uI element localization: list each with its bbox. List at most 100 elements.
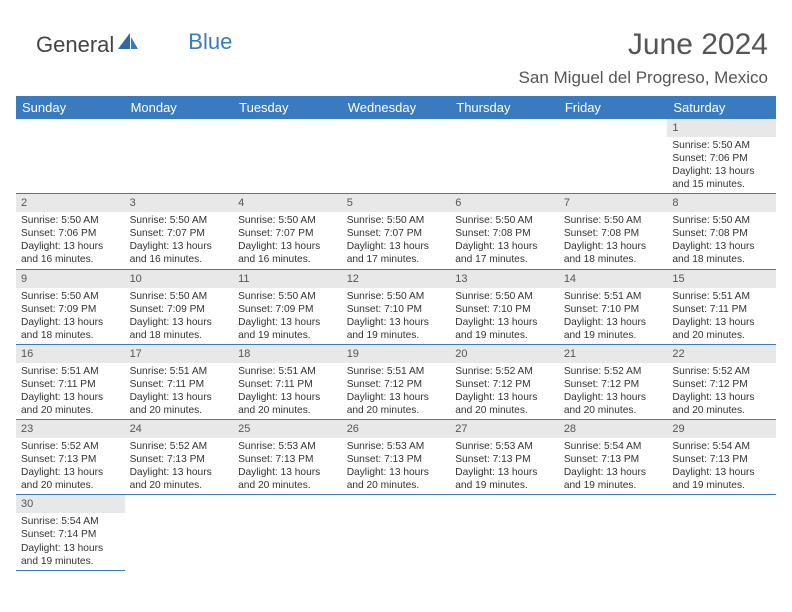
calendar-cell [559, 495, 668, 570]
calendar-cell: 9Sunrise: 5:50 AMSunset: 7:09 PMDaylight… [16, 269, 125, 344]
daylight-text: Daylight: 13 hours [21, 466, 120, 479]
sunset-text: Sunset: 7:09 PM [238, 303, 337, 316]
day-number: 11 [233, 270, 342, 288]
sunset-text: Sunset: 7:11 PM [238, 378, 337, 391]
calendar-cell: 10Sunrise: 5:50 AMSunset: 7:09 PMDayligh… [125, 269, 234, 344]
calendar-cell: 16Sunrise: 5:51 AMSunset: 7:11 PMDayligh… [16, 344, 125, 419]
weekday-header: Saturday [667, 96, 776, 119]
calendar-week-row: 9Sunrise: 5:50 AMSunset: 7:09 PMDaylight… [16, 269, 776, 344]
calendar-cell: 8Sunrise: 5:50 AMSunset: 7:08 PMDaylight… [667, 194, 776, 269]
weekday-header: Wednesday [342, 96, 451, 119]
day-body: Sunrise: 5:53 AMSunset: 7:13 PMDaylight:… [342, 438, 451, 494]
day-number: 28 [559, 420, 668, 438]
day-body: Sunrise: 5:53 AMSunset: 7:13 PMDaylight:… [233, 438, 342, 494]
sunrise-text: Sunrise: 5:51 AM [21, 365, 120, 378]
calendar-week-row: 1Sunrise: 5:50 AMSunset: 7:06 PMDaylight… [16, 119, 776, 194]
day-body: Sunrise: 5:50 AMSunset: 7:09 PMDaylight:… [233, 288, 342, 344]
daylight-text: Daylight: 13 hours [238, 316, 337, 329]
calendar-cell: 22Sunrise: 5:52 AMSunset: 7:12 PMDayligh… [667, 344, 776, 419]
day-number: 10 [125, 270, 234, 288]
weekday-header-row: Sunday Monday Tuesday Wednesday Thursday… [16, 96, 776, 119]
sunrise-text: Sunrise: 5:50 AM [672, 214, 771, 227]
daylight-text: Daylight: 13 hours [347, 391, 446, 404]
daylight-text: and 20 minutes. [238, 479, 337, 492]
calendar-cell [450, 119, 559, 194]
daylight-text: and 20 minutes. [238, 404, 337, 417]
day-body: Sunrise: 5:52 AMSunset: 7:12 PMDaylight:… [450, 363, 559, 419]
calendar-cell: 17Sunrise: 5:51 AMSunset: 7:11 PMDayligh… [125, 344, 234, 419]
sunrise-text: Sunrise: 5:50 AM [130, 290, 229, 303]
day-number: 17 [125, 345, 234, 363]
calendar-cell: 27Sunrise: 5:53 AMSunset: 7:13 PMDayligh… [450, 420, 559, 495]
logo-text-blue: Blue [188, 29, 232, 55]
daylight-text: Daylight: 13 hours [21, 240, 120, 253]
sunset-text: Sunset: 7:12 PM [455, 378, 554, 391]
sunset-text: Sunset: 7:12 PM [564, 378, 663, 391]
sunrise-text: Sunrise: 5:50 AM [672, 139, 771, 152]
day-number: 4 [233, 194, 342, 212]
sunrise-text: Sunrise: 5:54 AM [21, 515, 120, 528]
calendar-cell [125, 119, 234, 194]
title-block: June 2024 San Miguel del Progreso, Mexic… [519, 28, 776, 88]
calendar-cell: 4Sunrise: 5:50 AMSunset: 7:07 PMDaylight… [233, 194, 342, 269]
daylight-text: and 20 minutes. [672, 404, 771, 417]
day-body: Sunrise: 5:53 AMSunset: 7:13 PMDaylight:… [450, 438, 559, 494]
daylight-text: Daylight: 13 hours [21, 391, 120, 404]
day-number: 9 [16, 270, 125, 288]
daylight-text: Daylight: 13 hours [672, 316, 771, 329]
day-body: Sunrise: 5:52 AMSunset: 7:12 PMDaylight:… [559, 363, 668, 419]
logo: General Blue [16, 28, 232, 58]
daylight-text: Daylight: 13 hours [455, 240, 554, 253]
day-body: Sunrise: 5:51 AMSunset: 7:11 PMDaylight:… [667, 288, 776, 344]
daylight-text: Daylight: 13 hours [130, 391, 229, 404]
sunrise-text: Sunrise: 5:50 AM [238, 290, 337, 303]
daylight-text: and 16 minutes. [238, 253, 337, 266]
day-body: Sunrise: 5:52 AMSunset: 7:12 PMDaylight:… [667, 363, 776, 419]
calendar-cell: 21Sunrise: 5:52 AMSunset: 7:12 PMDayligh… [559, 344, 668, 419]
calendar-cell: 18Sunrise: 5:51 AMSunset: 7:11 PMDayligh… [233, 344, 342, 419]
calendar-cell [450, 495, 559, 570]
sunset-text: Sunset: 7:06 PM [672, 152, 771, 165]
daylight-text: Daylight: 13 hours [564, 466, 663, 479]
day-body: Sunrise: 5:51 AMSunset: 7:10 PMDaylight:… [559, 288, 668, 344]
daylight-text: Daylight: 13 hours [21, 316, 120, 329]
daylight-text: and 18 minutes. [21, 329, 120, 342]
daylight-text: Daylight: 13 hours [238, 240, 337, 253]
day-body: Sunrise: 5:50 AMSunset: 7:06 PMDaylight:… [667, 137, 776, 193]
calendar-cell [342, 119, 451, 194]
day-body: Sunrise: 5:52 AMSunset: 7:13 PMDaylight:… [125, 438, 234, 494]
sunset-text: Sunset: 7:10 PM [347, 303, 446, 316]
daylight-text: and 18 minutes. [130, 329, 229, 342]
daylight-text: Daylight: 13 hours [130, 316, 229, 329]
daylight-text: Daylight: 13 hours [672, 240, 771, 253]
sunset-text: Sunset: 7:08 PM [455, 227, 554, 240]
sunset-text: Sunset: 7:14 PM [21, 528, 120, 541]
daylight-text: and 18 minutes. [672, 253, 771, 266]
daylight-text: and 16 minutes. [21, 253, 120, 266]
daylight-text: and 19 minutes. [238, 329, 337, 342]
sunrise-text: Sunrise: 5:54 AM [672, 440, 771, 453]
day-number: 8 [667, 194, 776, 212]
daylight-text: and 17 minutes. [347, 253, 446, 266]
sunrise-text: Sunrise: 5:52 AM [672, 365, 771, 378]
calendar-cell: 7Sunrise: 5:50 AMSunset: 7:08 PMDaylight… [559, 194, 668, 269]
daylight-text: and 20 minutes. [130, 479, 229, 492]
calendar-cell: 5Sunrise: 5:50 AMSunset: 7:07 PMDaylight… [342, 194, 451, 269]
daylight-text: Daylight: 13 hours [21, 542, 120, 555]
daylight-text: and 19 minutes. [455, 479, 554, 492]
sunrise-text: Sunrise: 5:54 AM [564, 440, 663, 453]
daylight-text: and 19 minutes. [21, 555, 120, 568]
daylight-text: Daylight: 13 hours [238, 466, 337, 479]
calendar-cell: 12Sunrise: 5:50 AMSunset: 7:10 PMDayligh… [342, 269, 451, 344]
sunrise-text: Sunrise: 5:53 AM [455, 440, 554, 453]
calendar-cell: 25Sunrise: 5:53 AMSunset: 7:13 PMDayligh… [233, 420, 342, 495]
sunset-text: Sunset: 7:09 PM [21, 303, 120, 316]
daylight-text: Daylight: 13 hours [347, 240, 446, 253]
daylight-text: and 18 minutes. [564, 253, 663, 266]
daylight-text: Daylight: 13 hours [347, 316, 446, 329]
daylight-text: Daylight: 13 hours [672, 466, 771, 479]
sunset-text: Sunset: 7:13 PM [455, 453, 554, 466]
day-number: 26 [342, 420, 451, 438]
day-body: Sunrise: 5:52 AMSunset: 7:13 PMDaylight:… [16, 438, 125, 494]
daylight-text: and 20 minutes. [347, 479, 446, 492]
